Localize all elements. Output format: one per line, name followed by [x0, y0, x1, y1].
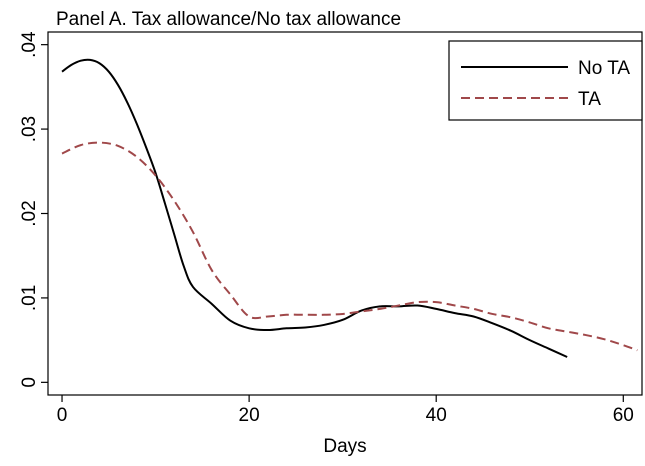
series-line-ta: [61, 141, 638, 352]
x-tick-label: 40: [426, 405, 447, 426]
chart-title: Panel A. Tax allowance/No tax allowance: [56, 9, 401, 30]
y-tick-label: 0: [19, 377, 40, 388]
x-tick-label: 60: [613, 405, 634, 426]
legend-label-ta: TA: [578, 89, 601, 110]
x-tick-label: 20: [239, 405, 260, 426]
x-axis: 0 20 40 60: [57, 395, 634, 426]
legend: No TA TA: [448, 40, 643, 121]
y-axis: 0 .01 .02 .03 .04: [19, 31, 48, 388]
y-tick-label: .01: [19, 285, 40, 311]
series-layer: [61, 58, 638, 358]
legend-label-no-ta: No TA: [578, 58, 630, 79]
y-tick-label: .02: [19, 200, 40, 226]
y-tick-label: .03: [19, 116, 40, 142]
y-tick-label: .04: [19, 31, 40, 58]
x-tick-label: 0: [57, 405, 68, 426]
legend-box: [448, 40, 643, 121]
x-axis-label: Days: [323, 436, 366, 457]
series-line-no-ta: [61, 58, 568, 358]
